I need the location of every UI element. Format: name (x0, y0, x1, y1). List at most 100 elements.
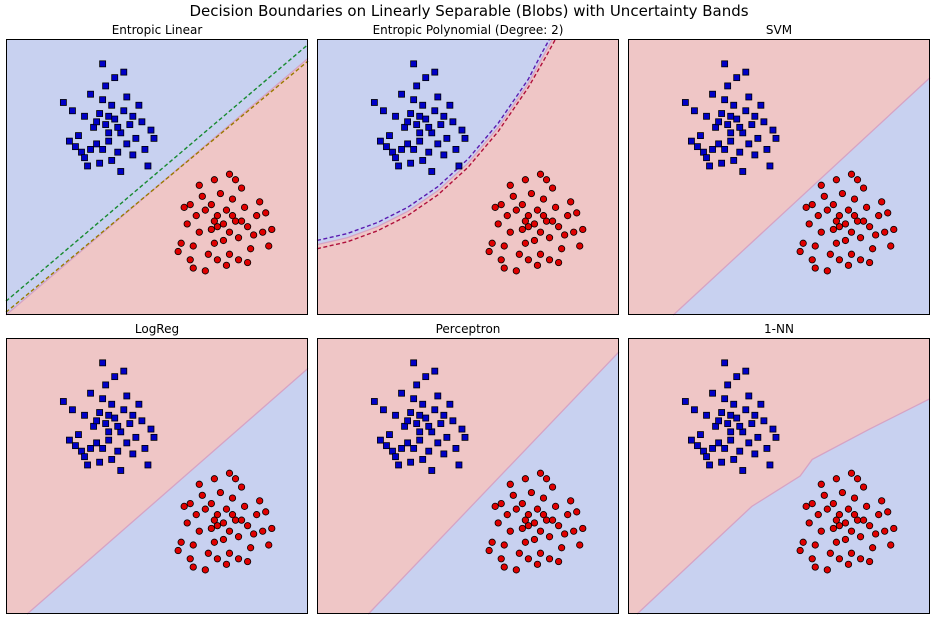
blue-square-point (84, 162, 91, 170)
blue-square-point (440, 411, 448, 419)
red-circle-point (506, 480, 514, 488)
red-circle-point (524, 555, 532, 563)
red-circle-point (850, 212, 859, 220)
blue-square-point (748, 121, 756, 128)
red-circle-point (799, 538, 807, 546)
blue-square-point (102, 420, 110, 427)
subplot-title: SVM (765, 23, 793, 37)
blue-square-point (135, 400, 143, 408)
blue-square-point (772, 433, 780, 441)
red-circle-point (256, 497, 264, 505)
red-circle-point (512, 505, 520, 513)
red-circle-point (539, 195, 548, 203)
red-circle-point (240, 203, 249, 211)
red-circle-point (533, 206, 542, 214)
red-circle-point (219, 535, 228, 544)
red-circle-point (850, 494, 859, 502)
decision-boundary-line (672, 77, 931, 316)
blue-square-point (114, 148, 122, 156)
red-circle-point (890, 524, 898, 533)
decision-boundary-line (316, 38, 554, 246)
red-circle-point (497, 256, 505, 264)
red-circle-point (829, 524, 837, 533)
red-circle-point (253, 212, 261, 220)
red-circle-point (847, 469, 856, 477)
blue-square-point (102, 381, 110, 389)
red-circle-point (844, 560, 853, 568)
red-circle-point (247, 245, 255, 253)
blue-square-point (428, 467, 436, 474)
blue-square-point (410, 395, 418, 403)
red-circle-point (195, 228, 203, 236)
blue-square-point (754, 433, 762, 441)
red-circle-point (186, 256, 194, 264)
red-circle-point (533, 505, 542, 513)
red-circle-point (237, 217, 246, 225)
red-circle-point (207, 524, 215, 533)
blue-square-point (141, 146, 149, 153)
red-circle-point (515, 549, 523, 557)
axes-frame (317, 39, 619, 315)
blue-square-point (380, 107, 387, 115)
blue-square-point (434, 439, 442, 447)
red-circle-point (878, 198, 886, 206)
red-circle-point (548, 217, 557, 225)
axes-frame (317, 338, 619, 614)
blue-square-point (422, 414, 430, 422)
blue-square-point (416, 137, 424, 145)
blue-square-point (90, 422, 97, 430)
blue-square-point (413, 420, 421, 427)
blue-square-point (120, 68, 128, 76)
blue-square-point (751, 411, 759, 419)
red-circle-point (829, 500, 837, 508)
lower-region (628, 398, 930, 614)
uncertainty-band-1 (316, 38, 551, 242)
blue-square-point (733, 414, 741, 422)
red-circle-point (835, 522, 843, 530)
red-circle-point (201, 505, 209, 513)
blue-square-point (410, 96, 418, 104)
blue-square-point (428, 428, 436, 436)
red-circle-point (878, 497, 886, 505)
blue-square-point (66, 436, 73, 444)
blue-square-point (757, 101, 765, 109)
blue-square-point (87, 146, 94, 153)
blue-square-point (419, 157, 427, 164)
blue-square-point (703, 112, 710, 120)
blue-square-point (129, 151, 137, 159)
red-circle-point (244, 258, 252, 267)
red-circle-point (256, 198, 264, 206)
blue-square-point (138, 118, 146, 126)
blue-square-point (431, 107, 439, 115)
blue-square-point (105, 436, 113, 444)
red-circle-point (500, 541, 508, 549)
red-circle-point (881, 527, 889, 535)
blue-square-point (404, 118, 411, 126)
red-circle-point (228, 195, 237, 203)
blue-square-point (111, 74, 119, 82)
blue-square-point (745, 93, 753, 101)
red-circle-point (213, 212, 221, 220)
blue-square-point (455, 461, 463, 469)
blue-square-point (733, 373, 741, 381)
red-circle-point (174, 546, 182, 555)
red-circle-point (234, 256, 243, 264)
blue-square-point (132, 134, 140, 142)
blue-square-point (727, 428, 735, 436)
red-circle-point (835, 555, 843, 563)
blue-square-point (769, 126, 777, 134)
blue-square-point (449, 118, 457, 126)
red-circle-point (545, 533, 554, 541)
red-circle-point (213, 511, 221, 519)
red-circle-point (500, 264, 508, 272)
blue-square-point (404, 140, 411, 148)
blue-square-point (440, 450, 448, 458)
red-circle-point (536, 250, 545, 258)
red-circle-point (189, 541, 197, 549)
red-circle-point (506, 228, 514, 236)
figure-title: Decision Boundaries on Linearly Separabl… (189, 2, 749, 20)
blue-square-point (102, 82, 110, 90)
red-circle-point (875, 212, 883, 220)
red-circle-point (862, 502, 871, 510)
blue-square-point (150, 134, 158, 142)
